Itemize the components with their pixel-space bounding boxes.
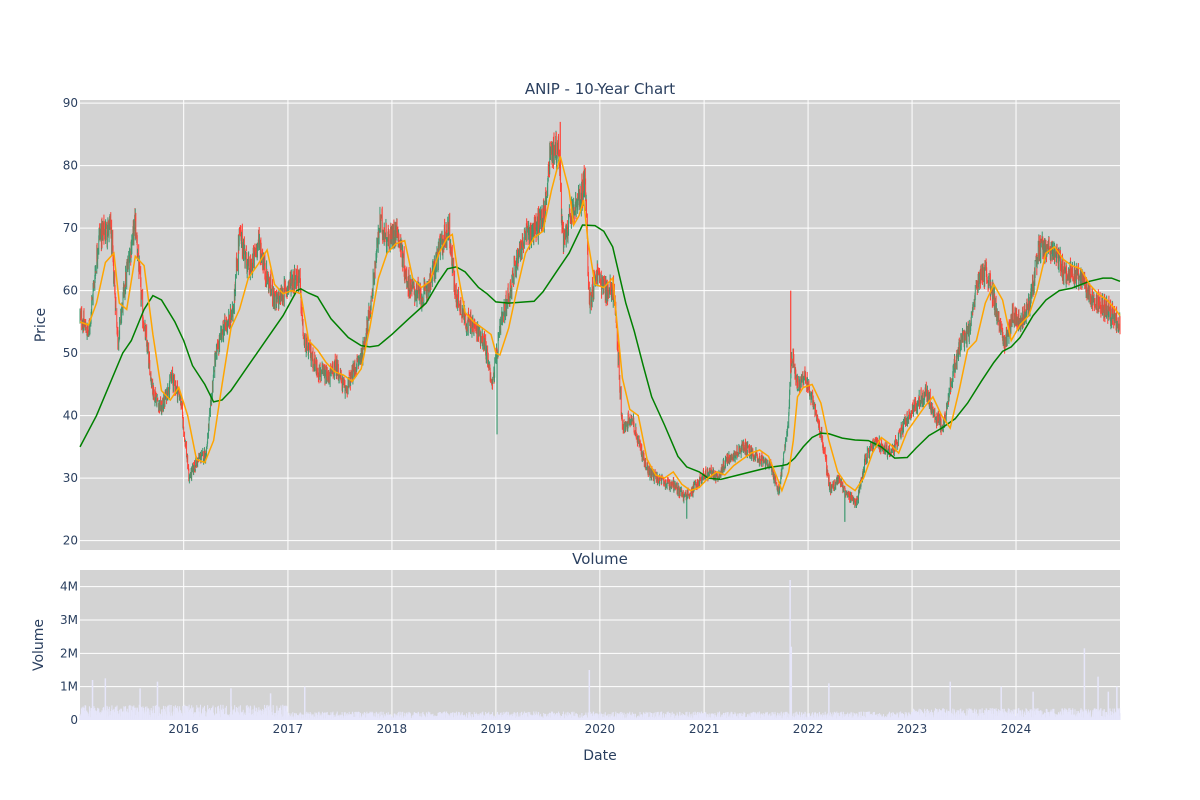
- price-y-axis-title: Price: [33, 308, 49, 342]
- price-y-tick-40: 40: [63, 409, 78, 423]
- moving-average-short-line: [79, 156, 1121, 493]
- moving-average-long-line: [79, 224, 1121, 481]
- moving-average-lines: [79, 156, 1121, 493]
- price-panel: 20 30 40 50 60 70 80 90 ANIP - 10-Year Chart Pr…: [33, 80, 1121, 550]
- price-y-tick-60: 60: [63, 284, 78, 298]
- price-y-tick-50: 50: [63, 346, 78, 360]
- price-y-tick-90: 90: [63, 96, 78, 110]
- price-gridlines: [80, 100, 1120, 550]
- price-y-tick-30: 30: [63, 471, 78, 485]
- price-chart-title: ANIP - 10-Year Chart: [525, 80, 675, 98]
- price-y-tick-20: 20: [63, 534, 78, 548]
- price-y-tick-70: 70: [63, 221, 78, 235]
- price-y-tick-80: 80: [63, 159, 78, 173]
- volume-bars: [79, 580, 1121, 720]
- price-y-tick-labels: 20 30 40 50 60 70 80 90: [63, 96, 78, 548]
